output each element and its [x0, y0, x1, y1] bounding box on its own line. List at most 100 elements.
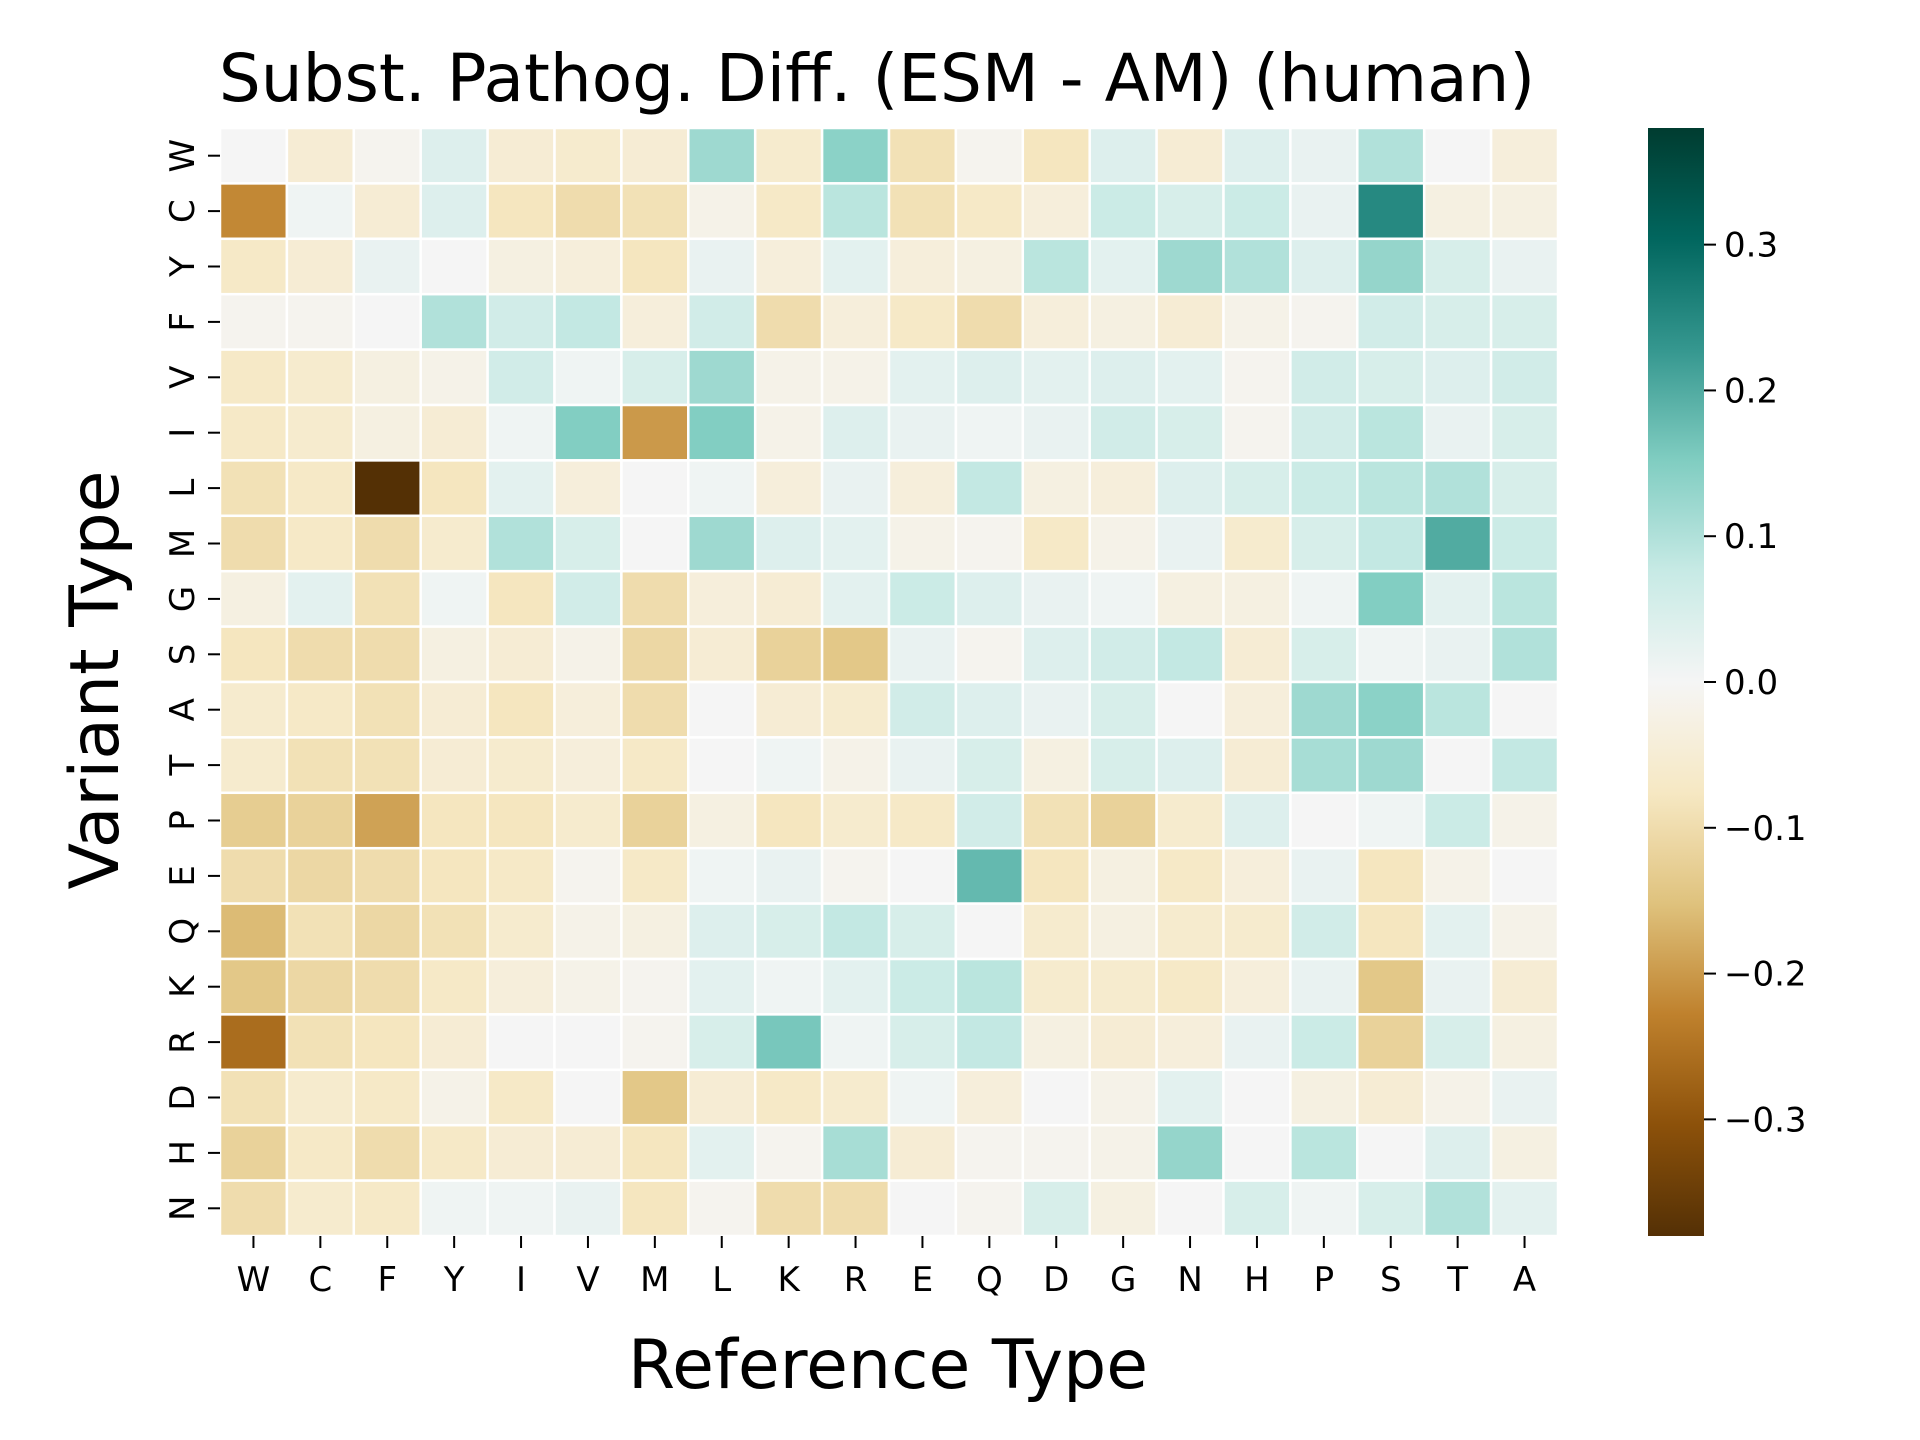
heatmap-cell: [954, 403, 1025, 462]
heatmap-cell: [1155, 182, 1225, 241]
heatmap-cell: [954, 791, 1025, 850]
x-tick-label: K: [778, 1260, 802, 1300]
heatmap-cell: [1088, 514, 1158, 573]
heatmap-cell: [1021, 846, 1091, 905]
heatmap-cell: [1222, 292, 1292, 351]
heatmap-cell: [753, 902, 824, 961]
heatmap-cell: [1155, 736, 1225, 795]
heatmap-cell: [1489, 292, 1560, 351]
heatmap-cell: [218, 1068, 289, 1127]
heatmap-cell: [218, 1179, 289, 1238]
heatmap-cell: [352, 1013, 422, 1072]
heatmap-cell: [1088, 902, 1158, 961]
heatmap-cell: [1021, 957, 1091, 1016]
heatmap-cell: [1222, 846, 1292, 905]
heatmap-cell: [1155, 791, 1225, 850]
heatmap-cell: [352, 459, 422, 518]
heatmap-cell: [1222, 1179, 1292, 1238]
heatmap-cell: [486, 736, 556, 795]
heatmap-cell: [352, 348, 422, 407]
x-tick-label: C: [308, 1260, 332, 1300]
heatmap-cell: [1289, 902, 1359, 961]
heatmap-cell: [352, 680, 422, 739]
heatmap-cell: [753, 182, 824, 241]
heatmap-cell: [218, 1013, 289, 1072]
heatmap-cell: [1289, 569, 1359, 628]
heatmap-cell: [553, 625, 623, 684]
heatmap-cell: [352, 569, 422, 628]
heatmap-cell: [954, 292, 1025, 351]
colorbar-tick-label: −0.1: [1724, 809, 1807, 849]
heatmap-cell: [285, 791, 356, 850]
heatmap-cell: [620, 846, 690, 905]
heatmap-cell: [285, 846, 356, 905]
heatmap-cell: [753, 1123, 824, 1182]
heatmap-cell: [887, 182, 958, 241]
heatmap-cell: [1356, 957, 1426, 1016]
heatmap-cell: [1289, 625, 1359, 684]
heatmap-cell: [753, 348, 824, 407]
heatmap-cell: [486, 569, 556, 628]
heatmap-cell: [1088, 1123, 1158, 1182]
heatmap-cell: [419, 514, 489, 573]
heatmap-cell: [820, 1068, 891, 1127]
heatmap-cell: [1155, 1013, 1225, 1072]
heatmap-cell: [1222, 569, 1292, 628]
heatmap-cell: [553, 126, 623, 185]
y-tick-label: P: [163, 810, 203, 831]
heatmap-cell: [1021, 1179, 1091, 1238]
heatmap-cell: [687, 736, 757, 795]
heatmap-cell: [486, 902, 556, 961]
chart-title: Subst. Pathog. Diff. (ESM - AM) (human): [219, 40, 1535, 117]
heatmap-cell: [285, 1068, 356, 1127]
heatmap-cell: [753, 403, 824, 462]
heatmap-cell: [687, 680, 757, 739]
heatmap-cell: [1422, 957, 1493, 1016]
heatmap-cell: [1088, 680, 1158, 739]
heatmap-cell: [620, 791, 690, 850]
heatmap-cell: [1356, 1068, 1426, 1127]
heatmap-cell: [218, 736, 289, 795]
heatmap-cell: [687, 846, 757, 905]
heatmap-cell: [1021, 1068, 1091, 1127]
heatmap-cell: [1088, 625, 1158, 684]
y-tick-label: Y: [163, 256, 203, 278]
heatmap-cell: [820, 1013, 891, 1072]
heatmap-cell: [1155, 1123, 1225, 1182]
heatmap-cell: [753, 846, 824, 905]
heatmap-cell: [887, 514, 958, 573]
heatmap-cell: [820, 736, 891, 795]
heatmap-cell: [1356, 403, 1426, 462]
heatmap-cell: [954, 459, 1025, 518]
heatmap-cell: [1088, 182, 1158, 241]
heatmap-cell: [419, 126, 489, 185]
heatmap-cell: [753, 1179, 824, 1238]
heatmap-cell: [753, 680, 824, 739]
heatmap-cell: [753, 1013, 824, 1072]
heatmap-cell: [1422, 680, 1493, 739]
y-axis-label: Variant Type: [56, 471, 135, 890]
heatmap-cell: [1489, 459, 1560, 518]
heatmap-cell: [620, 348, 690, 407]
x-tick-label: A: [1513, 1260, 1536, 1300]
colorbar-tick-label: −0.3: [1724, 1100, 1807, 1140]
heatmap-cell: [419, 902, 489, 961]
heatmap-cell: [218, 569, 289, 628]
heatmap-cell: [1289, 957, 1359, 1016]
heatmap-cell: [1222, 459, 1292, 518]
heatmap-cell: [620, 1068, 690, 1127]
heatmap-cell: [887, 957, 958, 1016]
heatmap-cell: [1088, 292, 1158, 351]
heatmap-cell: [1489, 569, 1560, 628]
heatmap-cell: [620, 569, 690, 628]
heatmap-cell: [887, 902, 958, 961]
heatmap-cell: [820, 292, 891, 351]
heatmap-cell: [553, 1068, 623, 1127]
heatmap-cell: [887, 846, 958, 905]
x-tick-label: L: [712, 1260, 731, 1300]
heatmap-cell: [1356, 902, 1426, 961]
heatmap-cell: [1489, 625, 1560, 684]
y-tick-label: Q: [163, 918, 203, 945]
heatmap-cell: [285, 348, 356, 407]
heatmap-cell: [1155, 846, 1225, 905]
